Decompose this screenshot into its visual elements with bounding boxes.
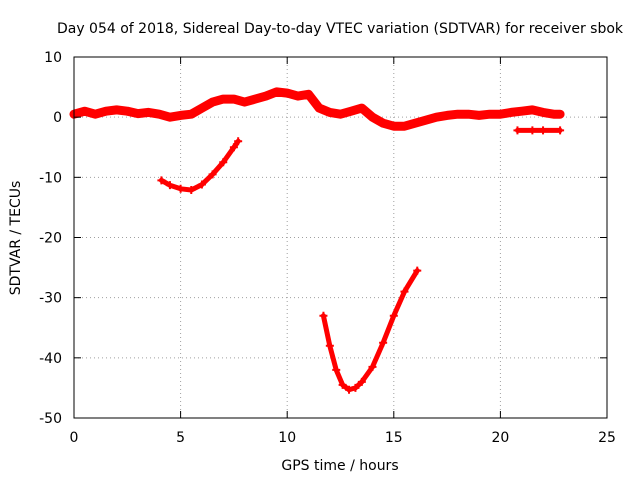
data-point	[325, 108, 334, 117]
data-point	[539, 108, 548, 117]
data-point	[293, 92, 302, 101]
data-point	[229, 143, 238, 152]
x-axis-label: GPS time / hours	[281, 458, 398, 474]
data-point	[400, 287, 409, 296]
data-point	[165, 181, 174, 190]
x-tick-label: 20	[491, 430, 509, 446]
data-point	[304, 90, 313, 99]
y-tick-label: -20	[39, 231, 62, 247]
data-point	[315, 104, 324, 113]
series-main-band	[69, 87, 565, 131]
data-series	[69, 87, 565, 394]
data-point	[197, 180, 206, 189]
data-point	[496, 110, 505, 119]
y-tick-label: -40	[39, 351, 62, 367]
data-point	[513, 126, 522, 135]
data-point	[208, 170, 217, 179]
x-tick-label: 15	[385, 430, 403, 446]
x-tick-label: 10	[278, 430, 296, 446]
data-point	[319, 311, 328, 320]
data-point	[556, 126, 565, 135]
data-point	[411, 119, 420, 128]
data-point	[240, 98, 249, 107]
data-point	[432, 113, 441, 122]
data-point	[176, 111, 185, 120]
data-point	[283, 89, 292, 98]
chart-title: Day 054 of 2018, Sidereal Day-to-day VTE…	[57, 21, 624, 37]
data-point	[464, 110, 473, 119]
y-tick-label: 0	[53, 110, 62, 126]
axis-ticks: 0 5 10 15 20 25 -50 -40 -30 -20 -10 0 10	[39, 50, 616, 446]
data-point	[528, 105, 537, 114]
data-point	[338, 380, 347, 389]
data-point	[336, 110, 345, 119]
x-tick-label: 5	[176, 430, 185, 446]
data-point	[80, 107, 89, 116]
data-point	[517, 107, 526, 116]
data-point	[208, 98, 217, 107]
data-point	[389, 122, 398, 131]
data-point	[165, 113, 174, 122]
data-point	[229, 95, 238, 104]
data-point	[123, 107, 132, 116]
data-point	[345, 385, 354, 394]
y-tick-label: -10	[39, 170, 62, 186]
data-point	[157, 176, 166, 185]
data-point	[251, 95, 260, 104]
data-point	[272, 87, 281, 96]
data-point	[261, 92, 270, 101]
data-point	[155, 110, 164, 119]
y-tick-label: -50	[39, 411, 62, 427]
data-point	[485, 110, 494, 119]
data-point	[379, 338, 388, 347]
data-point	[176, 184, 185, 193]
data-point	[379, 119, 388, 128]
data-point	[332, 365, 341, 374]
data-point	[368, 362, 377, 371]
data-point	[453, 110, 462, 119]
data-point	[357, 104, 366, 113]
data-point	[389, 311, 398, 320]
x-tick-label: 0	[70, 430, 79, 446]
data-point	[133, 109, 142, 118]
data-point	[368, 113, 377, 122]
data-point	[112, 105, 121, 114]
data-point	[144, 108, 153, 117]
series-trace	[320, 268, 420, 393]
data-point	[443, 111, 452, 120]
series-arc-2	[319, 266, 422, 394]
data-point	[528, 126, 537, 135]
data-point	[475, 111, 484, 120]
data-point	[101, 107, 110, 116]
data-point	[234, 137, 243, 146]
data-point	[351, 383, 360, 392]
data-point	[357, 377, 366, 386]
data-point	[219, 95, 228, 104]
x-tick-label: 25	[598, 430, 616, 446]
data-point	[507, 108, 516, 117]
data-point	[400, 122, 409, 131]
data-point	[325, 341, 334, 350]
data-point	[187, 185, 196, 194]
y-tick-label: -30	[39, 291, 62, 307]
data-point	[197, 104, 206, 113]
data-point	[219, 158, 228, 167]
data-point	[91, 110, 100, 119]
series-short-segment	[513, 126, 565, 135]
y-tick-label: 10	[44, 50, 62, 66]
data-point	[347, 107, 356, 116]
series-arc-1	[157, 137, 243, 194]
data-point	[539, 126, 548, 135]
series-trace	[158, 138, 241, 193]
data-point	[421, 116, 430, 125]
data-point	[556, 110, 565, 119]
data-point	[187, 110, 196, 119]
y-axis-label: SDTVAR / TECUs	[8, 181, 24, 296]
data-point	[413, 266, 422, 275]
